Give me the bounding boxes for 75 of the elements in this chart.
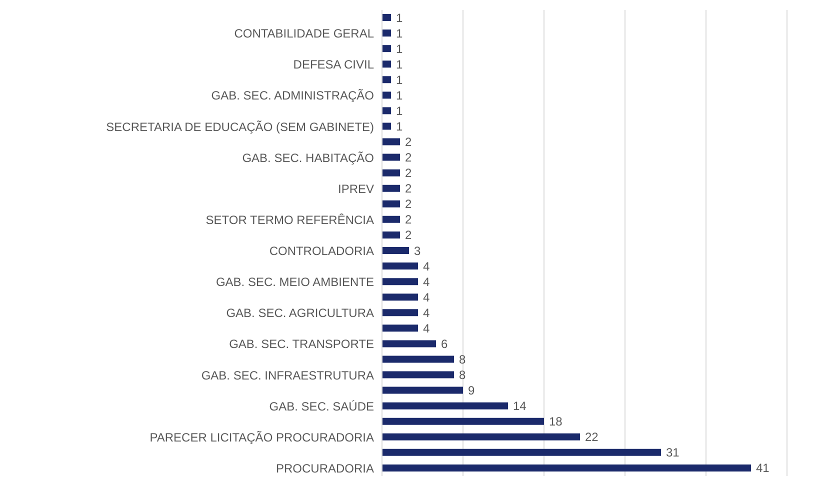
data-label: 2 <box>405 197 412 212</box>
data-label: 4 <box>423 259 430 274</box>
data-label: 1 <box>396 42 403 56</box>
data-label: 2 <box>405 228 412 242</box>
bar <box>382 448 661 456</box>
bar <box>382 154 400 161</box>
bar <box>382 76 391 84</box>
data-label: 6 <box>441 336 448 351</box>
bar <box>382 138 400 146</box>
bar <box>382 402 508 410</box>
bar <box>382 324 418 332</box>
data-label: 4 <box>423 306 430 320</box>
data-label: 1 <box>396 104 403 118</box>
bar <box>382 433 580 440</box>
bar <box>382 216 400 223</box>
data-label: 1 <box>396 10 403 25</box>
data-label: 1 <box>396 72 403 87</box>
data-label: 3 <box>414 244 421 258</box>
bar <box>382 294 418 301</box>
bar <box>382 30 391 37</box>
bar <box>382 200 400 208</box>
data-label: 8 <box>459 352 466 366</box>
data-label: 2 <box>405 166 412 180</box>
bar <box>382 122 391 130</box>
y-tick-label: GAB. SEC. HABITAÇÃO <box>242 150 374 165</box>
bar <box>382 340 436 348</box>
bar <box>382 247 409 254</box>
data-label: 4 <box>423 321 430 336</box>
data-label: 4 <box>423 274 430 289</box>
y-tick-label: SECRETARIA DE EDUCAÇÃO (SEM GABINETE) <box>106 120 374 134</box>
bar <box>382 184 400 192</box>
bar <box>382 169 400 176</box>
data-label: 18 <box>549 414 563 429</box>
data-label: 4 <box>423 290 430 304</box>
data-label: 1 <box>396 88 403 102</box>
data-label: 1 <box>396 26 403 40</box>
bar <box>382 356 454 363</box>
data-label: 2 <box>405 182 412 196</box>
y-tick-label: GAB. SEC. MEIO AMBIENTE <box>216 275 374 290</box>
bar <box>382 464 751 472</box>
data-label: 14 <box>513 399 527 414</box>
data-label: 22 <box>585 430 599 444</box>
bar <box>382 231 400 238</box>
data-label: 1 <box>396 57 403 72</box>
data-label: 31 <box>666 446 680 460</box>
y-tick-label: GAB. SEC. SAÚDE <box>269 399 374 414</box>
bar <box>382 92 391 99</box>
data-label: 1 <box>396 119 403 134</box>
bar <box>382 371 454 378</box>
bar <box>382 278 418 286</box>
data-label: 9 <box>468 384 475 398</box>
bar <box>382 45 391 52</box>
y-tick-label: GAB. SEC. TRANSPORTE <box>229 337 374 352</box>
y-tick-label: IPREV <box>338 182 374 196</box>
bar <box>382 14 391 21</box>
y-tick-label: GAB. SEC. ADMINISTRAÇÃO <box>211 88 374 103</box>
data-label: 2 <box>405 150 412 165</box>
y-tick-label: PARECER LICITAÇÃO PROCURADORIA <box>150 430 374 444</box>
y-tick-label: CONTABILIDADE GERAL <box>234 26 374 41</box>
data-label: 41 <box>756 461 770 476</box>
y-tick-label: DEFESA CIVIL <box>293 58 374 72</box>
bar <box>382 60 391 68</box>
bar <box>382 418 544 425</box>
bar <box>382 262 418 270</box>
y-tick-label: SETOR TERMO REFERÊNCIA <box>206 212 374 227</box>
y-tick-label: CONTROLADORIA <box>269 244 374 258</box>
data-label: 8 <box>459 368 466 382</box>
y-tick-label: GAB. SEC. INFRAESTRUTURA <box>201 368 374 382</box>
bar <box>382 309 418 316</box>
data-label: 2 <box>405 135 412 150</box>
bar <box>382 107 391 114</box>
data-label: 2 <box>405 212 412 227</box>
bar <box>382 386 463 394</box>
y-tick-label: PROCURADORIA <box>276 461 374 476</box>
y-tick-label: GAB. SEC. AGRICULTURA <box>226 306 374 320</box>
